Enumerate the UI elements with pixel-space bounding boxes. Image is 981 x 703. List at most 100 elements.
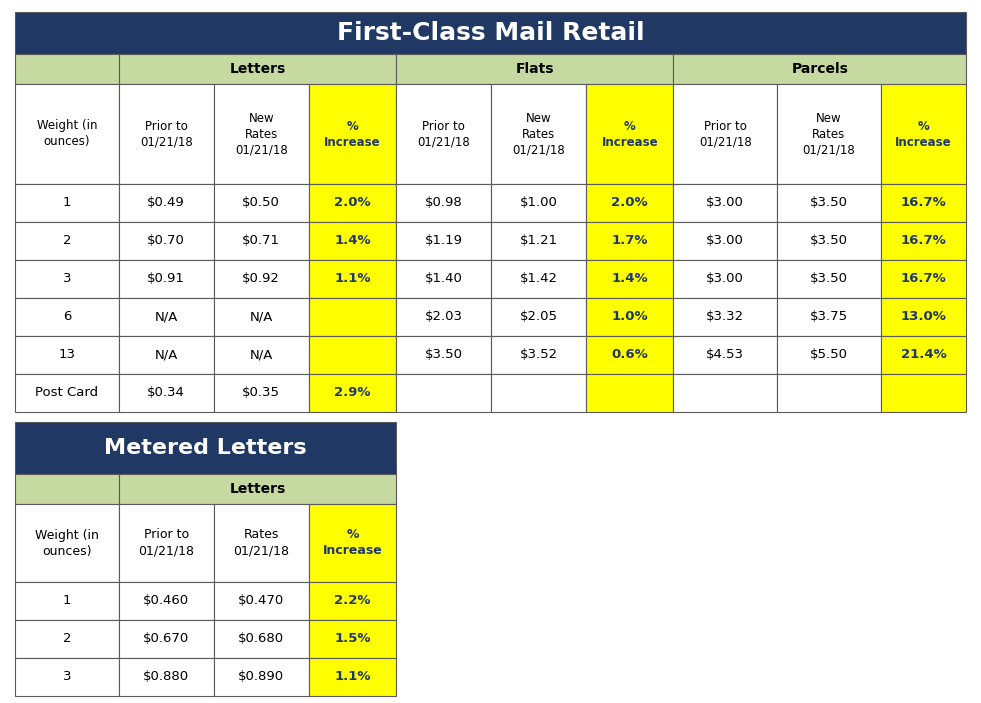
Text: $2.05: $2.05	[520, 311, 557, 323]
Bar	[15, 12, 966, 54]
Bar	[881, 222, 966, 260]
Text: %
Increase: % Increase	[324, 120, 381, 148]
Bar	[119, 54, 396, 84]
Bar	[214, 620, 309, 658]
Bar	[15, 84, 119, 184]
Bar	[119, 504, 214, 582]
Bar	[214, 222, 309, 260]
Text: $3.50: $3.50	[810, 273, 848, 285]
Bar	[15, 260, 119, 298]
Text: %
Increase: % Increase	[323, 529, 383, 557]
Bar	[15, 620, 119, 658]
Bar	[15, 474, 119, 504]
Text: Letters: Letters	[230, 62, 285, 76]
Text: 3: 3	[63, 273, 71, 285]
Text: 13.0%: 13.0%	[901, 311, 947, 323]
Bar	[309, 84, 396, 184]
Bar	[586, 260, 673, 298]
Text: N/A: N/A	[249, 311, 273, 323]
Bar	[777, 222, 881, 260]
Text: $1.19: $1.19	[425, 235, 463, 247]
Text: 2.0%: 2.0%	[611, 197, 648, 209]
Bar	[15, 582, 119, 620]
Text: 16.7%: 16.7%	[901, 197, 947, 209]
Bar	[119, 84, 214, 184]
Bar	[119, 582, 214, 620]
Bar	[309, 336, 396, 374]
Bar	[119, 298, 214, 336]
Bar	[673, 336, 777, 374]
Bar	[119, 222, 214, 260]
Bar	[119, 658, 214, 696]
Bar	[777, 84, 881, 184]
Text: $0.34: $0.34	[147, 387, 185, 399]
Text: 3: 3	[63, 671, 71, 683]
Text: $1.21: $1.21	[520, 235, 557, 247]
Bar	[309, 620, 396, 658]
Bar	[881, 84, 966, 184]
Bar	[586, 184, 673, 222]
Text: N/A: N/A	[155, 311, 178, 323]
Bar	[396, 374, 491, 412]
Bar	[214, 298, 309, 336]
Bar	[15, 54, 119, 84]
Bar	[396, 260, 491, 298]
Text: 2: 2	[63, 235, 71, 247]
Bar	[214, 582, 309, 620]
Text: 16.7%: 16.7%	[901, 273, 947, 285]
Bar	[881, 184, 966, 222]
Text: 1.0%: 1.0%	[611, 311, 648, 323]
Text: 1: 1	[63, 197, 71, 209]
Text: %
Increase: % Increase	[601, 120, 658, 148]
Bar	[309, 374, 396, 412]
Text: 21.4%: 21.4%	[901, 349, 947, 361]
Text: N/A: N/A	[249, 349, 273, 361]
Bar	[309, 504, 396, 582]
Bar	[881, 298, 966, 336]
Bar	[119, 620, 214, 658]
Bar	[214, 504, 309, 582]
Bar	[586, 336, 673, 374]
Text: $3.50: $3.50	[425, 349, 463, 361]
Text: 0.6%: 0.6%	[611, 349, 648, 361]
Bar	[777, 260, 881, 298]
Bar	[777, 298, 881, 336]
Bar	[777, 374, 881, 412]
Text: 1: 1	[63, 595, 71, 607]
Text: $4.53: $4.53	[706, 349, 745, 361]
Text: $2.03: $2.03	[425, 311, 463, 323]
Bar	[119, 374, 214, 412]
Text: $0.92: $0.92	[242, 273, 281, 285]
Bar	[673, 260, 777, 298]
Text: Metered Letters: Metered Letters	[104, 438, 307, 458]
Bar	[15, 374, 119, 412]
Bar	[881, 374, 966, 412]
Text: 6: 6	[63, 311, 71, 323]
Text: Post Card: Post Card	[35, 387, 98, 399]
Bar	[777, 336, 881, 374]
Bar	[214, 184, 309, 222]
Bar	[396, 336, 491, 374]
Text: N/A: N/A	[155, 349, 178, 361]
Text: $3.00: $3.00	[706, 235, 745, 247]
Bar	[396, 222, 491, 260]
Bar	[491, 84, 586, 184]
Text: $0.50: $0.50	[242, 197, 281, 209]
Text: Prior to
01/21/18: Prior to 01/21/18	[140, 120, 192, 148]
Text: Prior to
01/21/18: Prior to 01/21/18	[138, 529, 194, 557]
Bar	[309, 298, 396, 336]
Bar	[119, 184, 214, 222]
Text: 2.2%: 2.2%	[335, 595, 371, 607]
Text: Parcels: Parcels	[792, 62, 849, 76]
Bar	[491, 184, 586, 222]
Text: $0.49: $0.49	[147, 197, 185, 209]
Bar	[673, 184, 777, 222]
Bar	[881, 260, 966, 298]
Text: $3.50: $3.50	[810, 197, 848, 209]
Bar	[119, 474, 396, 504]
Text: Rates
01/21/18: Rates 01/21/18	[233, 529, 289, 557]
Text: New
Rates
01/21/18: New Rates 01/21/18	[512, 112, 565, 157]
Bar	[586, 222, 673, 260]
Bar	[119, 336, 214, 374]
Text: First-Class Mail Retail: First-Class Mail Retail	[336, 21, 645, 45]
